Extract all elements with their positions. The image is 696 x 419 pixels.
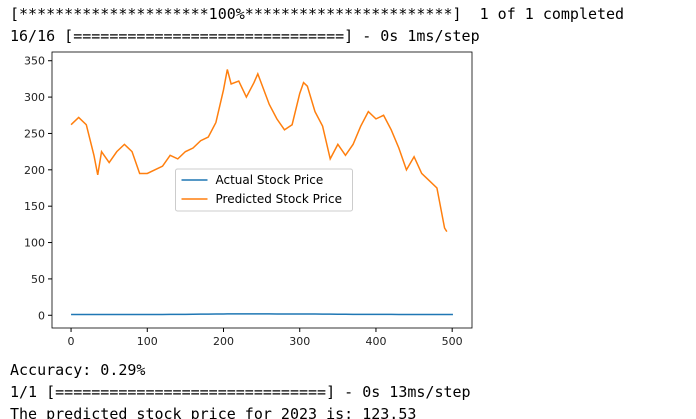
y-tick-label: 300 (24, 91, 45, 104)
output-line: [*********************100%**************… (10, 5, 624, 23)
x-tick-label: 200 (213, 335, 234, 348)
series-line (70, 69, 448, 233)
legend-box (175, 168, 353, 212)
x-tick-label: 100 (137, 335, 158, 348)
y-tick-label: 200 (24, 164, 45, 177)
series-line (71, 313, 453, 316)
y-tick-label: 350 (24, 55, 45, 68)
legend-label: Actual Stock Price (216, 173, 324, 187)
output-line: 16/16 [==============================] -… (10, 27, 480, 45)
y-tick-label: 250 (24, 127, 45, 140)
y-tick-label: 0 (38, 309, 45, 322)
output-line: The predicted stock price for 2023 is: 1… (10, 405, 416, 419)
x-tick-label: 0 (68, 335, 75, 348)
y-tick-label: 150 (24, 200, 45, 213)
y-tick-label: 50 (31, 273, 45, 286)
x-tick-label: 500 (442, 335, 463, 348)
output-line: 1/1 [==============================] - 0… (10, 383, 471, 401)
output-line: Accuracy: 0.29% (10, 361, 145, 379)
y-tick-label: 100 (24, 237, 45, 250)
x-tick-label: 400 (365, 335, 386, 348)
legend-label: Predicted Stock Price (216, 192, 342, 206)
x-tick-label: 300 (289, 335, 310, 348)
